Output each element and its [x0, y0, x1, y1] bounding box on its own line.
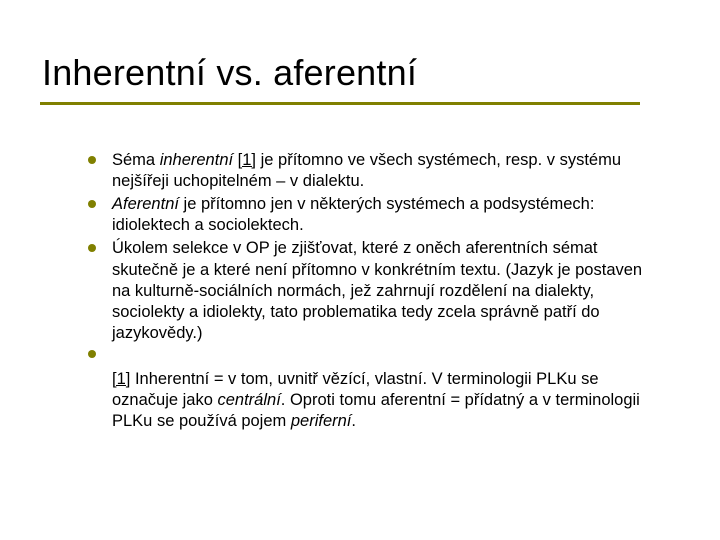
slide-title: Inherentní vs. aferentní	[42, 52, 417, 94]
bullet-item: Aferentní je přítomno jen v některých sy…	[86, 194, 658, 236]
slide-content: Séma inherentní [1] je přítomno ve všech…	[86, 150, 658, 432]
bullet-item-empty	[86, 346, 658, 367]
bullet-list: Séma inherentní [1] je přítomno ve všech…	[86, 150, 658, 367]
bullet-item: Úkolem selekce v OP je zjišťovat, které …	[86, 238, 658, 344]
bullet-item: Séma inherentní [1] je přítomno ve všech…	[86, 150, 658, 192]
slide: Inherentní vs. aferentní Séma inherentní…	[0, 0, 720, 540]
title-underline	[40, 102, 640, 105]
footnote: [1] Inherentní = v tom, uvnitř vězící, v…	[86, 369, 658, 432]
